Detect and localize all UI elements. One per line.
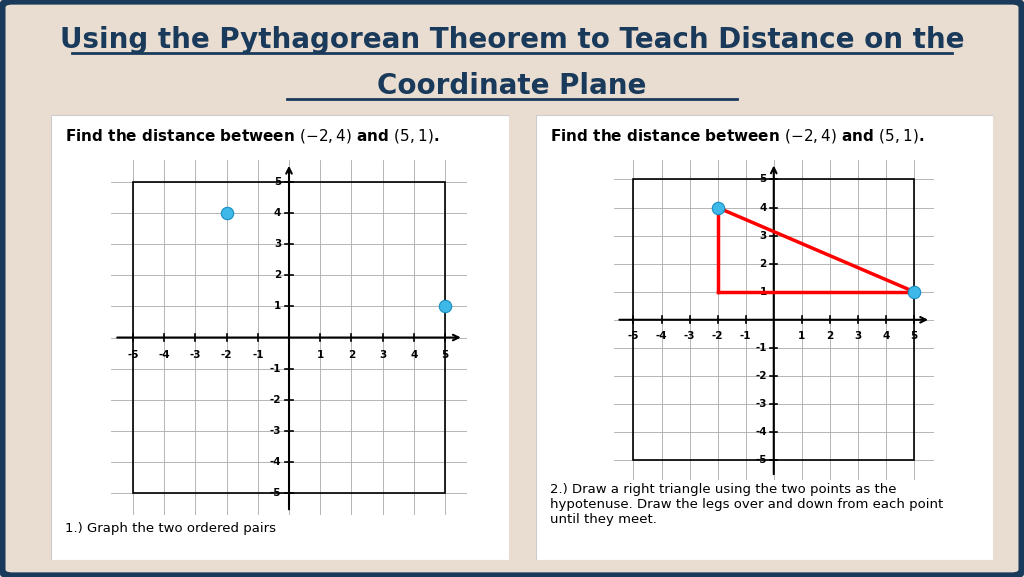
- Text: Find the distance between $(-2, 4)$ and $(5, 1)$.: Find the distance between $(-2, 4)$ and …: [550, 126, 924, 144]
- Text: Find the distance between $(-2, 4)$ and $(5, 1)$.: Find the distance between $(-2, 4)$ and …: [65, 126, 439, 144]
- Text: Coordinate Plane: Coordinate Plane: [377, 72, 647, 100]
- Text: 2.) Draw a right triangle using the two points as the
hypotenuse. Draw the legs : 2.) Draw a right triangle using the two …: [550, 484, 943, 526]
- Text: 1.) Graph the two ordered pairs: 1.) Graph the two ordered pairs: [65, 522, 275, 535]
- Text: Using the Pythagorean Theorem to Teach Distance on the: Using the Pythagorean Theorem to Teach D…: [59, 26, 965, 54]
